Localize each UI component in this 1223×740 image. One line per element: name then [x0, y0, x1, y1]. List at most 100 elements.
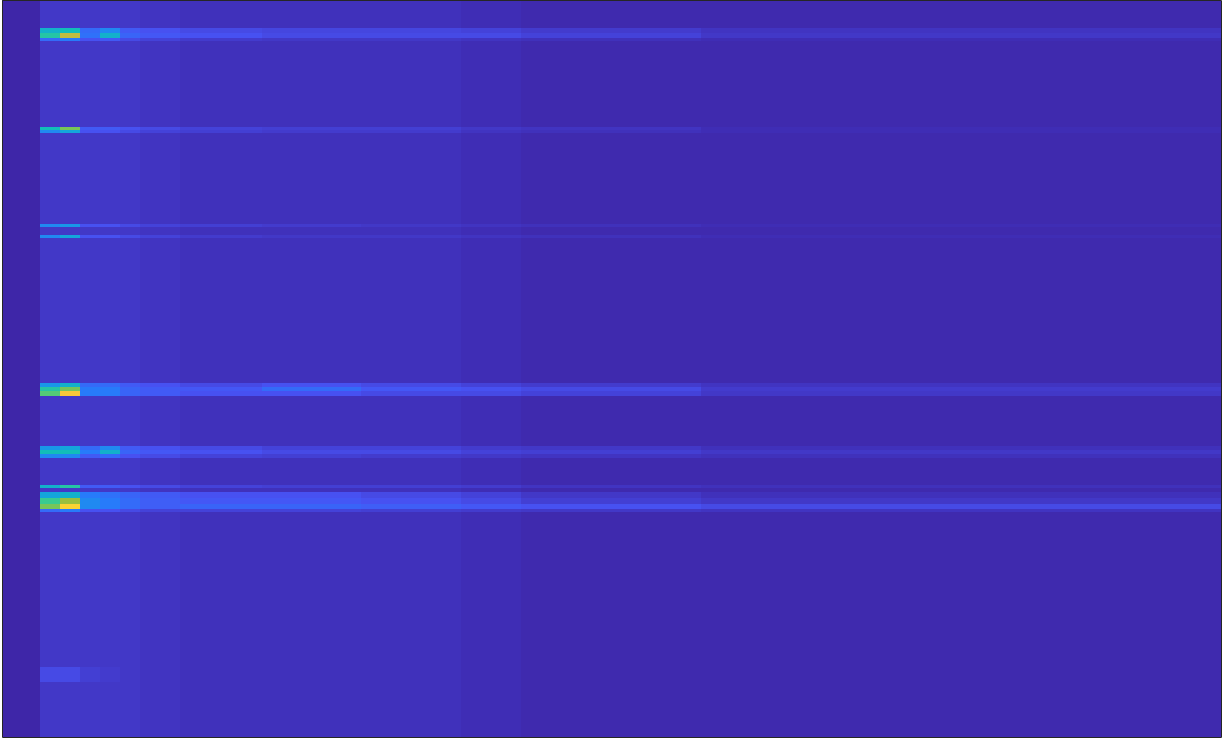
- heat-cell: [120, 667, 140, 682]
- heat-cell: [701, 230, 1221, 235]
- heat-cell: [60, 238, 80, 241]
- heat-cell: [461, 130, 521, 133]
- heat-cell: [120, 498, 140, 504]
- heat-cell: [361, 485, 461, 488]
- heat-cell: [140, 133, 180, 224]
- heat-cell: [701, 130, 1221, 133]
- heat-cell: [262, 235, 362, 238]
- heat-cell: [80, 41, 100, 128]
- heat-cell: [40, 133, 60, 224]
- heat-cell: [361, 133, 461, 224]
- heat-cell: [180, 383, 262, 387]
- heat-cell: [461, 133, 521, 224]
- heat-cell: [701, 450, 1221, 454]
- heat-cell: [180, 458, 262, 485]
- heat-cell: [100, 485, 120, 488]
- heat-cell: [140, 387, 180, 391]
- heat-cell: [120, 504, 140, 509]
- heat-cell: [701, 238, 1221, 241]
- heat-cell: [40, 38, 60, 41]
- heat-cell: [461, 383, 521, 387]
- heat-cell: [361, 387, 461, 391]
- axis-line: [2, 1, 3, 738]
- heat-cell: [461, 396, 521, 446]
- heat-cell: [361, 667, 461, 682]
- heat-cell: [521, 450, 701, 454]
- heat-cell: [361, 488, 461, 492]
- heat-cell: [701, 33, 1221, 38]
- heat-cell: [262, 458, 362, 485]
- heat-cell: [100, 230, 120, 235]
- heat-cell: [140, 458, 180, 485]
- heat-cell: [60, 38, 80, 41]
- heat-cell: [100, 224, 120, 227]
- heat-cell: [180, 238, 262, 241]
- cells: [2, 0, 1221, 737]
- heat-cell: [40, 450, 60, 454]
- heat-cell: [120, 485, 140, 488]
- heat-cell: [2, 241, 40, 383]
- heat-cell: [2, 387, 40, 391]
- heat-cell: [140, 0, 180, 28]
- heat-cell: [361, 512, 461, 667]
- heat-cell: [2, 446, 40, 450]
- heat-cell: [262, 488, 362, 492]
- heat-cell: [140, 667, 180, 682]
- heat-cell: [521, 458, 701, 485]
- heat-cell: [100, 0, 120, 28]
- heat-cell: [361, 238, 461, 241]
- heat-cell: [262, 41, 362, 128]
- heat-cell: [120, 130, 140, 133]
- heat-cell: [521, 127, 701, 130]
- heat-cell: [2, 391, 40, 396]
- heat-cell: [262, 28, 362, 33]
- heat-cell: [180, 241, 262, 383]
- heat-cell: [262, 512, 362, 667]
- heat-cell: [361, 130, 461, 133]
- heat-cell: [262, 504, 362, 509]
- heat-cell: [180, 127, 262, 130]
- heat-cell: [461, 227, 521, 230]
- heat-cell: [461, 485, 521, 488]
- heat-cell: [461, 454, 521, 458]
- heat-cell: [80, 133, 100, 224]
- heat-cell: [40, 33, 60, 38]
- heat-cell: [2, 224, 40, 227]
- heat-cell: [180, 391, 262, 396]
- heat-cell: [60, 0, 80, 28]
- heat-cell: [80, 0, 100, 28]
- heat-cell: [100, 227, 120, 230]
- heat-cell: [120, 458, 140, 485]
- heat-cell: [80, 28, 100, 33]
- heat-cell: [461, 450, 521, 454]
- heat-cell: [262, 238, 362, 241]
- heat-cell: [180, 450, 262, 454]
- heat-cell: [100, 504, 120, 509]
- heat-cell: [60, 485, 80, 488]
- heat-cell: [521, 230, 701, 235]
- heat-cell: [80, 38, 100, 41]
- heat-cell: [140, 33, 180, 38]
- heat-cell: [521, 227, 701, 230]
- heat-cell: [60, 241, 80, 383]
- heat-cell: [140, 41, 180, 128]
- heat-cell: [80, 667, 100, 682]
- heat-cell: [521, 509, 701, 512]
- heat-cell: [120, 446, 140, 450]
- heat-cell: [521, 667, 701, 682]
- heat-cell: [100, 391, 120, 396]
- heat-cell: [521, 512, 701, 667]
- heat-cell: [2, 682, 40, 737]
- heat-cell: [262, 396, 362, 446]
- heat-cell: [701, 488, 1221, 492]
- heat-cell: [120, 450, 140, 454]
- heat-cell: [701, 504, 1221, 509]
- heat-cell: [361, 230, 461, 235]
- heat-cell: [701, 446, 1221, 450]
- heat-cell: [180, 0, 262, 28]
- heat-cell: [60, 492, 80, 498]
- heat-cell: [180, 224, 262, 227]
- heat-cell: [140, 130, 180, 133]
- heat-cell: [60, 387, 80, 391]
- heat-cell: [120, 41, 140, 128]
